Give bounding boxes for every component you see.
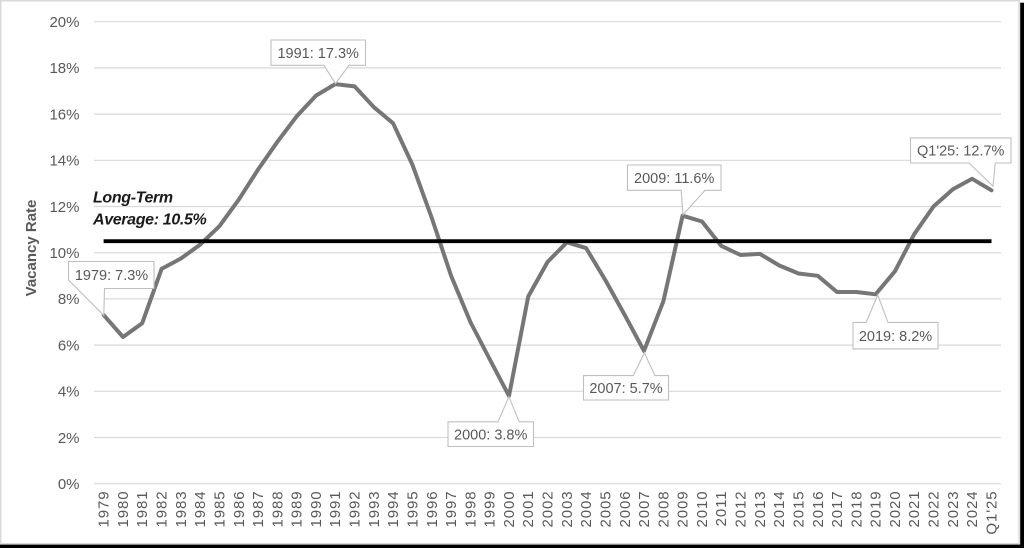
svg-text:8%: 8% [58, 291, 80, 308]
svg-text:2021: 2021 [906, 491, 923, 528]
svg-text:Long-Term: Long-Term [93, 190, 173, 207]
svg-text:2020: 2020 [887, 491, 904, 528]
svg-text:1981: 1981 [134, 491, 151, 528]
svg-text:2023: 2023 [945, 491, 962, 528]
svg-text:6%: 6% [58, 337, 80, 354]
svg-text:2017: 2017 [829, 491, 846, 528]
svg-text:1987: 1987 [250, 491, 267, 528]
svg-text:1980: 1980 [115, 491, 132, 528]
svg-text:2018: 2018 [848, 491, 865, 528]
svg-text:1991: 1991 [327, 491, 344, 528]
svg-text:2001: 2001 [520, 491, 537, 528]
svg-text:10%: 10% [49, 245, 79, 262]
svg-text:1991: 17.3%: 1991: 17.3% [277, 46, 359, 62]
svg-text:1984: 1984 [192, 491, 209, 528]
svg-text:2002: 2002 [540, 491, 557, 528]
svg-text:2015: 2015 [791, 491, 808, 528]
svg-text:2000: 2000 [501, 491, 518, 528]
svg-text:1999: 1999 [482, 491, 499, 528]
svg-text:1989: 1989 [289, 491, 306, 528]
svg-text:2003: 2003 [559, 491, 576, 528]
svg-text:16%: 16% [49, 106, 79, 123]
svg-text:2000: 3.8%: 2000: 3.8% [454, 427, 527, 443]
svg-text:18%: 18% [49, 60, 79, 77]
svg-text:Average: 10.5%: Average: 10.5% [92, 212, 207, 229]
svg-text:1997: 1997 [443, 491, 460, 528]
svg-text:2019: 8.2%: 2019: 8.2% [859, 329, 932, 345]
svg-text:1986: 1986 [231, 491, 248, 528]
svg-text:1990: 1990 [308, 491, 325, 528]
svg-text:Q1'25: 12.7%: Q1'25: 12.7% [917, 144, 1005, 160]
svg-text:20%: 20% [49, 14, 79, 31]
svg-text:2010: 2010 [694, 491, 711, 528]
svg-text:1988: 1988 [269, 491, 286, 528]
svg-text:2012: 2012 [733, 491, 750, 528]
svg-text:2014: 2014 [771, 491, 788, 528]
svg-text:4%: 4% [58, 384, 80, 401]
svg-text:1983: 1983 [173, 491, 190, 528]
svg-text:Q1'25: Q1'25 [984, 491, 1001, 535]
svg-text:Vacancy Rate: Vacancy Rate [23, 200, 40, 297]
svg-text:2009: 11.6%: 2009: 11.6% [634, 171, 714, 187]
svg-text:1998: 1998 [462, 491, 479, 528]
svg-text:2013: 2013 [752, 491, 769, 528]
svg-text:1982: 1982 [154, 491, 171, 528]
svg-text:1992: 1992 [347, 491, 364, 528]
svg-text:1994: 1994 [385, 491, 402, 528]
svg-text:1995: 1995 [405, 491, 422, 528]
svg-text:0%: 0% [58, 476, 80, 493]
svg-text:2011: 2011 [713, 491, 730, 527]
svg-text:2019: 2019 [868, 491, 885, 528]
svg-text:1996: 1996 [424, 491, 441, 528]
svg-text:2016: 2016 [810, 491, 827, 528]
svg-text:2006: 2006 [617, 491, 634, 528]
svg-text:2004: 2004 [578, 491, 595, 528]
svg-text:1979: 7.3%: 1979: 7.3% [75, 268, 148, 284]
svg-text:14%: 14% [49, 153, 79, 170]
svg-text:2024: 2024 [964, 491, 981, 528]
svg-text:1985: 1985 [212, 491, 229, 528]
svg-text:2007: 5.7%: 2007: 5.7% [589, 381, 662, 397]
svg-text:1993: 1993 [366, 491, 383, 528]
svg-text:12%: 12% [49, 199, 79, 216]
svg-text:2008: 2008 [655, 491, 672, 528]
svg-text:2007: 2007 [636, 491, 653, 528]
svg-text:2022: 2022 [926, 491, 943, 528]
svg-text:2009: 2009 [675, 491, 692, 528]
svg-text:2005: 2005 [598, 491, 615, 528]
svg-text:2%: 2% [58, 430, 80, 447]
svg-text:1979: 1979 [96, 491, 113, 528]
